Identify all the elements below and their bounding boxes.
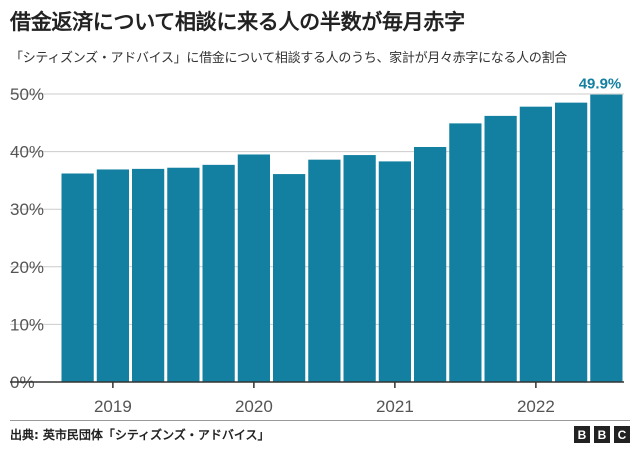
bar xyxy=(414,146,447,382)
bar xyxy=(237,154,270,382)
bar xyxy=(132,168,165,382)
bar xyxy=(484,115,517,382)
bar xyxy=(378,161,411,382)
bar xyxy=(167,167,200,382)
source-note: 出典: 英市民団体「シティズンズ・アドバイス」 xyxy=(10,426,270,443)
chart-subtitle: 「シティズンズ・アドバイス」に借金について相談する人のうち、家計が月々赤字になる… xyxy=(10,51,567,66)
value-label: 49.9% xyxy=(579,76,622,93)
bbc-logo-letter-3: C xyxy=(614,426,630,443)
x-tick-label: 2022 xyxy=(517,397,555,416)
y-tick-label: 20% xyxy=(10,258,44,277)
source-label: 出典: xyxy=(10,428,39,442)
y-tick-label: 40% xyxy=(10,143,44,162)
x-tick-label: 2020 xyxy=(235,397,273,416)
annotations: 49.9% xyxy=(579,76,622,93)
bar xyxy=(202,164,235,382)
x-tick-label: 2021 xyxy=(376,397,414,416)
footer-divider xyxy=(10,420,630,421)
bbc-logo: B B C xyxy=(574,426,630,443)
y-tick-label: 30% xyxy=(10,200,44,219)
bar xyxy=(555,102,588,382)
bar xyxy=(449,123,482,382)
source-text: 英市民団体「シティズンズ・アドバイス」 xyxy=(42,428,270,442)
chart-title: 借金返済について相談に来る人の半数が毎月赤字 xyxy=(10,10,465,34)
y-tick-label: 50% xyxy=(10,85,44,104)
bar xyxy=(519,106,552,382)
bar-chart: 0%10%20%30%40%50% 2019 2020 2021 2022 49.9% xyxy=(10,76,624,416)
x-axis-labels: 2019 2020 2021 2022 xyxy=(94,382,555,416)
bbc-logo-letter-1: B xyxy=(574,426,590,443)
y-tick-label: 10% xyxy=(10,315,44,334)
bar xyxy=(273,174,306,382)
bars xyxy=(61,94,623,383)
bbc-logo-letter-2: B xyxy=(594,426,610,443)
bar xyxy=(96,169,129,382)
bar xyxy=(343,155,376,382)
bar xyxy=(590,94,623,383)
bar xyxy=(61,173,94,382)
y-axis-labels: 0%10%20%30%40%50% xyxy=(10,85,44,392)
x-tick-label: 2019 xyxy=(94,397,132,416)
bar xyxy=(308,159,341,382)
